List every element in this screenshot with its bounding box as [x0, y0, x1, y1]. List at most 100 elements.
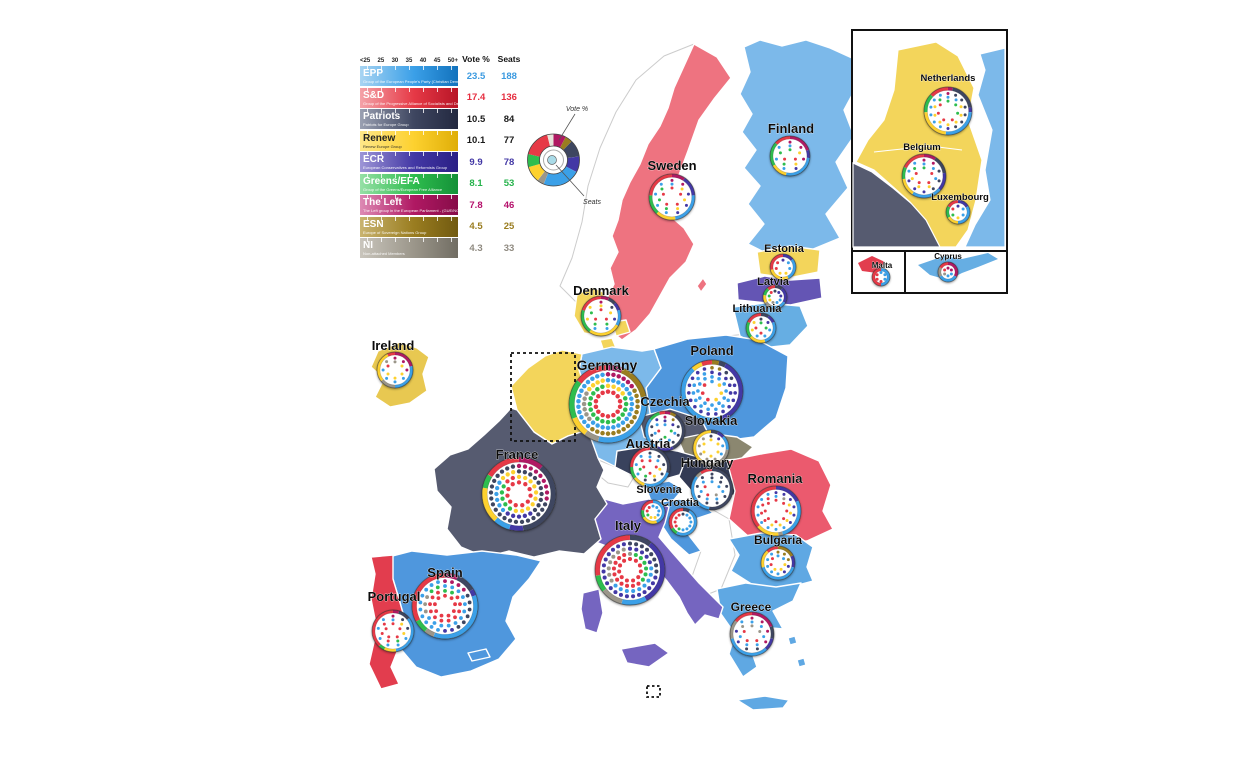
legend-bar-tick: [451, 152, 452, 156]
legend-bar-tick: [409, 195, 410, 199]
donut-hungary: [690, 467, 734, 511]
donut-denmark: [580, 295, 622, 337]
donut-france: [481, 456, 557, 532]
label-estonia: Estonia: [764, 243, 805, 255]
legend-bar-tick: [409, 109, 410, 113]
legend-row-left: The Left The Left group in the European P…: [360, 195, 532, 215]
legend-group-name: S&D: [363, 89, 385, 101]
label-germany: Germany: [577, 357, 638, 373]
inset-shape-germany: [964, 47, 1006, 248]
donut-slovakia: [692, 429, 730, 467]
legend-bar-tick: [451, 238, 452, 242]
legend-vote-value: 10.5: [466, 113, 486, 125]
legend-row-epp: EPP Group of the European People's Party …: [360, 66, 532, 86]
legend-bar-tick: [367, 66, 368, 70]
legend-vote-value: 7.8: [469, 199, 483, 211]
legend-bar-tick: [437, 152, 438, 156]
legend-bar-tick: [451, 130, 452, 135]
legend-seats-value: 188: [501, 70, 517, 82]
legend-bar-tick: [423, 173, 424, 178]
legend-bar-tick: [409, 66, 410, 70]
donut-spain: [411, 572, 479, 640]
label-slovakia: Slovakia: [685, 413, 739, 428]
legend-bar-tick: [367, 152, 368, 156]
legend-seats-header: Seats: [497, 54, 521, 64]
donut-cyprus: [937, 261, 959, 283]
legend-bar-patriots: Patriots Patriots for Europe Group: [360, 109, 458, 129]
legend-header: <25 25 30 35 40 45 50+ Vote % Seats: [360, 54, 532, 64]
key-segment-epp: [543, 166, 577, 186]
legend-group-name: Greens/EFA: [363, 175, 420, 187]
legend-vote-value: 23.5: [466, 70, 486, 82]
donut-slovenia: [640, 499, 666, 525]
legend-seats-value: 77: [503, 135, 515, 146]
legend-group-name: NI: [363, 240, 373, 251]
label-italy: Italy: [615, 518, 642, 533]
legend-bar-tick: [381, 195, 382, 199]
legend-bar-tick: [367, 109, 368, 113]
key-seat-dot: [547, 155, 557, 165]
legend-bar-tick: [437, 238, 438, 242]
donut-malta: [871, 267, 891, 287]
legend-scale-tick: 25: [377, 58, 385, 64]
legend-row-sd: S&D Group of the Progressive Alliance of …: [360, 87, 532, 108]
legend-bar-tick: [367, 173, 368, 178]
label-greece: Greece: [731, 600, 772, 614]
legend-bar-epp: EPP Group of the European People's Party …: [360, 66, 458, 86]
country-shape-sicily: [620, 642, 670, 668]
donut-lithuania: [745, 312, 777, 344]
legend-group-name: Renew: [363, 132, 396, 144]
legend-bar-tick: [423, 152, 424, 156]
legend-bar-tick: [409, 152, 410, 156]
legend-scale-tick: 45: [433, 58, 441, 64]
donut-estonia: [769, 253, 797, 281]
legend-bar-tick: [367, 195, 368, 199]
legend-row-esn: ESN Europe of Sovereign Nations Group 4.5 2…: [360, 216, 532, 237]
donut-czechia: [644, 410, 686, 452]
legend-vote-value: 8.1: [469, 178, 483, 189]
legend-bar-ni: NI Non-attached Members: [360, 238, 458, 258]
label-hungary: Hungary: [681, 455, 735, 470]
country-shape-gotland: [696, 277, 708, 293]
donut-sweden: [648, 173, 696, 221]
donut-germany: [568, 364, 648, 444]
legend-vote-value: 17.4: [466, 92, 486, 103]
key-segment-renew: [528, 163, 546, 181]
legend-bar-tick: [437, 216, 438, 221]
key-segment-greens: [527, 154, 541, 168]
legend-bar-tick: [395, 66, 396, 70]
donut-greece: [729, 611, 775, 657]
label-portugal: Portugal: [368, 589, 421, 604]
legend-row-patriots: Patriots Patriots for Europe Group 10.5 84: [360, 109, 532, 129]
legend-bar-tick: [409, 216, 410, 221]
legend-vote-value: 9.9: [469, 156, 483, 168]
legend-bar-tick: [367, 238, 368, 242]
legend-bar-tick: [395, 152, 396, 156]
donut-finland: [769, 135, 811, 177]
legend-bar-tick: [409, 173, 410, 178]
key-segment-sd: [528, 134, 551, 158]
legend-bar-tick: [381, 173, 382, 178]
legend-seats-value: 33: [503, 242, 515, 254]
legend-row-ni: NI Non-attached Members 4.3 33: [360, 238, 532, 258]
legend-seats-value: 25: [503, 221, 515, 232]
legend-bar-tick: [423, 238, 424, 242]
legend-scale-tick: 50+: [447, 58, 458, 64]
donut-bulgaria: [760, 545, 796, 581]
legend-bar-tick: [381, 152, 382, 156]
legend-scale-tick: <25: [360, 58, 371, 64]
country-shape-balearics: [467, 648, 491, 662]
legend-bar-tick: [395, 195, 396, 199]
legend-bar-esn: ESN Europe of Sovereign Nations Group: [360, 216, 458, 237]
donut-latvia: [762, 284, 788, 310]
label-latvia: Latvia: [757, 276, 790, 288]
legend-bar-tick: [423, 109, 424, 113]
legend-vote-value: 4.3: [469, 242, 483, 254]
label-lithuania: Lithuania: [733, 303, 783, 315]
legend-group-subtitle: Patriots for Europe Group: [363, 122, 409, 127]
legend-bar-tick: [451, 216, 452, 221]
legend-bar-tick: [367, 87, 368, 92]
legend-bar-tick: [437, 173, 438, 178]
